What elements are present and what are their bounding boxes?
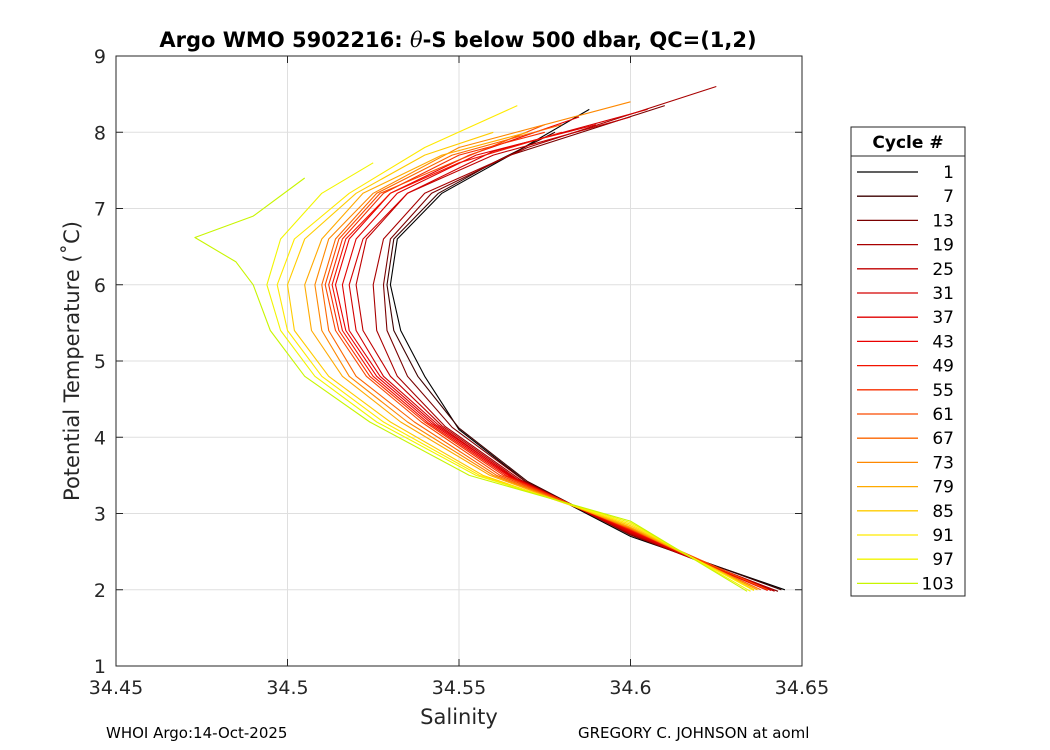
y-tick-label: 3 — [94, 504, 106, 526]
legend-title: Cycle # — [872, 133, 943, 153]
legend-label-91: 91 — [932, 526, 954, 546]
y-tick-label: 5 — [94, 351, 106, 373]
legend-label-43: 43 — [932, 332, 954, 352]
legend-label-97: 97 — [932, 550, 954, 570]
y-tick-label: 1 — [94, 656, 106, 678]
chart-title-theta: θ — [410, 28, 423, 52]
legend-label-85: 85 — [932, 502, 954, 522]
series-line-cycle-103 — [194, 177, 748, 592]
y-tick-label: 2 — [94, 580, 106, 602]
y-tick-label: 9 — [94, 46, 106, 68]
legend-label-49: 49 — [932, 357, 954, 377]
legend-box — [850, 126, 966, 597]
chart-title-prefix: Argo WMO 5902216: — [159, 28, 410, 52]
legend-label-25: 25 — [932, 260, 954, 280]
x-tick-label: 34.5 — [266, 677, 308, 699]
legend-label-103: 103 — [922, 574, 954, 594]
legend-label-73: 73 — [932, 453, 954, 473]
legend-label-31: 31 — [932, 284, 954, 304]
legend-label-1: 1 — [943, 163, 954, 183]
legend-label-67: 67 — [932, 429, 954, 449]
legend-label-61: 61 — [932, 405, 954, 425]
footer-right-text: GREGORY C. JOHNSON at aoml — [578, 724, 810, 742]
y-axis-label: Potential Temperature (˚C) — [60, 221, 84, 501]
y-tick-label: 8 — [94, 122, 106, 144]
chart-title-suffix: -S below 500 dbar, QC=(1,2) — [423, 28, 757, 52]
grid-lines — [116, 56, 802, 666]
y-tick-label: 7 — [94, 199, 106, 221]
series-line-cycle-79 — [304, 131, 758, 591]
legend: Cycle # 1 7 13 19 25 31 37 43 49 55 61 67 73 79 85 91 97… — [850, 126, 966, 597]
series-line-cycle-67 — [321, 124, 762, 591]
axis-ticks: 34.45 34.5 34.55 34.6 34.65 1 2 3 4 5 6 7 8 9 — [89, 46, 829, 699]
series-line-cycle-61 — [324, 124, 768, 591]
x-tick-label: 34.55 — [432, 677, 486, 699]
legend-label-55: 55 — [932, 381, 954, 401]
legend-label-13: 13 — [932, 211, 954, 231]
footer-left-text: WHOI Argo:14-Oct-2025 — [106, 724, 288, 742]
legend-label-19: 19 — [932, 236, 954, 256]
x-tick-label: 34.6 — [609, 677, 651, 699]
x-tick-label: 34.65 — [775, 677, 829, 699]
series-line-cycle-55 — [328, 131, 768, 591]
chart-title: Argo WMO 5902216: θ-S below 500 dbar, QC… — [159, 28, 756, 52]
x-tick-label: 34.45 — [89, 677, 143, 699]
legend-entries: 1 7 13 19 25 31 37 43 49 55 61 67 73 79 85 91 97 103 — [857, 163, 954, 594]
x-axis-label: Salinity — [420, 705, 498, 729]
legend-label-37: 37 — [932, 308, 954, 328]
legend-label-79: 79 — [932, 478, 954, 498]
y-tick-label: 4 — [94, 427, 106, 449]
series-lines — [194, 85, 786, 592]
legend-label-7: 7 — [943, 187, 954, 207]
y-tick-label: 6 — [94, 275, 106, 297]
plot-area: 34.45 34.5 34.55 34.6 34.65 1 2 3 4 5 6 7 8 9 — [89, 46, 829, 699]
series-line-cycle-7 — [386, 131, 782, 591]
